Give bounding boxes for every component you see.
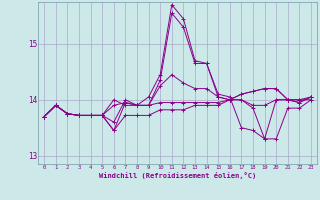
X-axis label: Windchill (Refroidissement éolien,°C): Windchill (Refroidissement éolien,°C): [99, 172, 256, 179]
